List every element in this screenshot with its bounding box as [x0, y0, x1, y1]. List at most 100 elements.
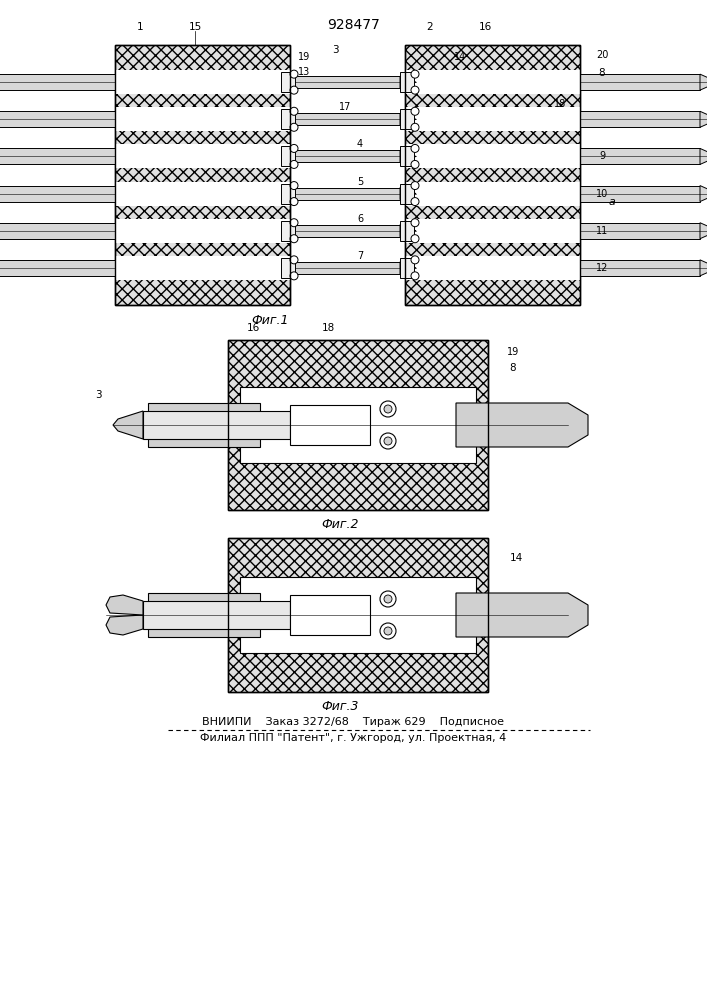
Circle shape [380, 591, 396, 607]
Bar [115, 219, 290, 243]
Circle shape [290, 86, 298, 94]
Circle shape [411, 198, 419, 206]
Text: 3: 3 [95, 390, 101, 400]
Circle shape [411, 272, 419, 280]
Circle shape [411, 123, 419, 131]
Polygon shape [400, 225, 416, 237]
Polygon shape [0, 260, 115, 276]
Bar [405, 144, 580, 168]
Bar [290, 595, 370, 635]
Text: 11: 11 [596, 226, 608, 236]
Polygon shape [0, 148, 115, 164]
Circle shape [384, 627, 392, 635]
Bar [281, 146, 295, 166]
Circle shape [384, 595, 392, 603]
Text: Фиг.2: Фиг.2 [321, 518, 358, 530]
Bar [115, 45, 290, 305]
Polygon shape [290, 188, 400, 200]
Text: 6: 6 [357, 214, 363, 224]
Text: 14: 14 [509, 553, 522, 563]
Polygon shape [0, 223, 115, 239]
Polygon shape [290, 262, 400, 274]
Circle shape [411, 107, 419, 115]
Text: 4: 4 [357, 139, 363, 149]
Text: 18: 18 [554, 99, 566, 109]
Bar [405, 45, 580, 305]
Text: 19: 19 [507, 347, 519, 357]
Polygon shape [290, 113, 400, 125]
Circle shape [411, 144, 419, 152]
Circle shape [290, 272, 298, 280]
Text: 13: 13 [298, 67, 310, 77]
Bar [281, 109, 295, 129]
Polygon shape [580, 148, 700, 164]
Bar [228, 340, 488, 510]
Polygon shape [580, 260, 700, 276]
Polygon shape [456, 403, 588, 447]
Text: 19: 19 [298, 52, 310, 62]
Bar [400, 109, 414, 129]
Polygon shape [700, 74, 707, 90]
Circle shape [290, 160, 298, 168]
Bar [115, 144, 290, 168]
Circle shape [411, 235, 419, 243]
Bar [405, 219, 580, 243]
Polygon shape [700, 260, 707, 276]
Text: 15: 15 [188, 22, 201, 32]
Circle shape [290, 219, 298, 227]
Polygon shape [580, 111, 700, 127]
Bar [290, 405, 370, 445]
Circle shape [290, 198, 298, 206]
Polygon shape [0, 74, 115, 90]
Polygon shape [700, 148, 707, 164]
Text: 8: 8 [510, 363, 516, 373]
Circle shape [290, 107, 298, 115]
Bar [405, 182, 580, 206]
Polygon shape [106, 595, 143, 615]
Polygon shape [400, 262, 416, 274]
Circle shape [411, 86, 419, 94]
Polygon shape [400, 113, 416, 125]
Bar [281, 258, 295, 278]
Polygon shape [700, 223, 707, 239]
Bar [228, 538, 488, 692]
Polygon shape [290, 76, 400, 88]
Text: 1: 1 [136, 22, 144, 32]
Polygon shape [113, 411, 143, 439]
Bar [281, 221, 295, 241]
Bar [405, 70, 580, 94]
Circle shape [411, 256, 419, 264]
Circle shape [290, 235, 298, 243]
Bar [240, 577, 476, 653]
Circle shape [290, 256, 298, 264]
Circle shape [411, 160, 419, 168]
Bar [115, 70, 290, 94]
Text: a: a [609, 197, 615, 207]
Text: 928477: 928477 [327, 18, 380, 32]
Text: 8: 8 [599, 68, 605, 78]
Polygon shape [580, 186, 700, 202]
Bar [405, 256, 580, 280]
Bar [115, 182, 290, 206]
Bar [240, 387, 476, 463]
Circle shape [411, 182, 419, 190]
Circle shape [290, 144, 298, 152]
Circle shape [380, 401, 396, 417]
Circle shape [290, 123, 298, 131]
Circle shape [411, 219, 419, 227]
Polygon shape [400, 150, 416, 162]
Bar [115, 256, 290, 280]
Bar [115, 107, 290, 131]
Text: 14: 14 [454, 52, 466, 62]
Bar [405, 45, 580, 305]
Polygon shape [148, 593, 260, 637]
Circle shape [290, 70, 298, 78]
Text: Фиг.3: Фиг.3 [321, 700, 358, 712]
Text: Фиг.1: Фиг.1 [251, 314, 288, 326]
Circle shape [290, 182, 298, 190]
Polygon shape [0, 186, 115, 202]
Text: 9: 9 [599, 151, 605, 161]
Polygon shape [700, 186, 707, 202]
Polygon shape [106, 615, 143, 635]
Text: 3: 3 [332, 45, 339, 55]
